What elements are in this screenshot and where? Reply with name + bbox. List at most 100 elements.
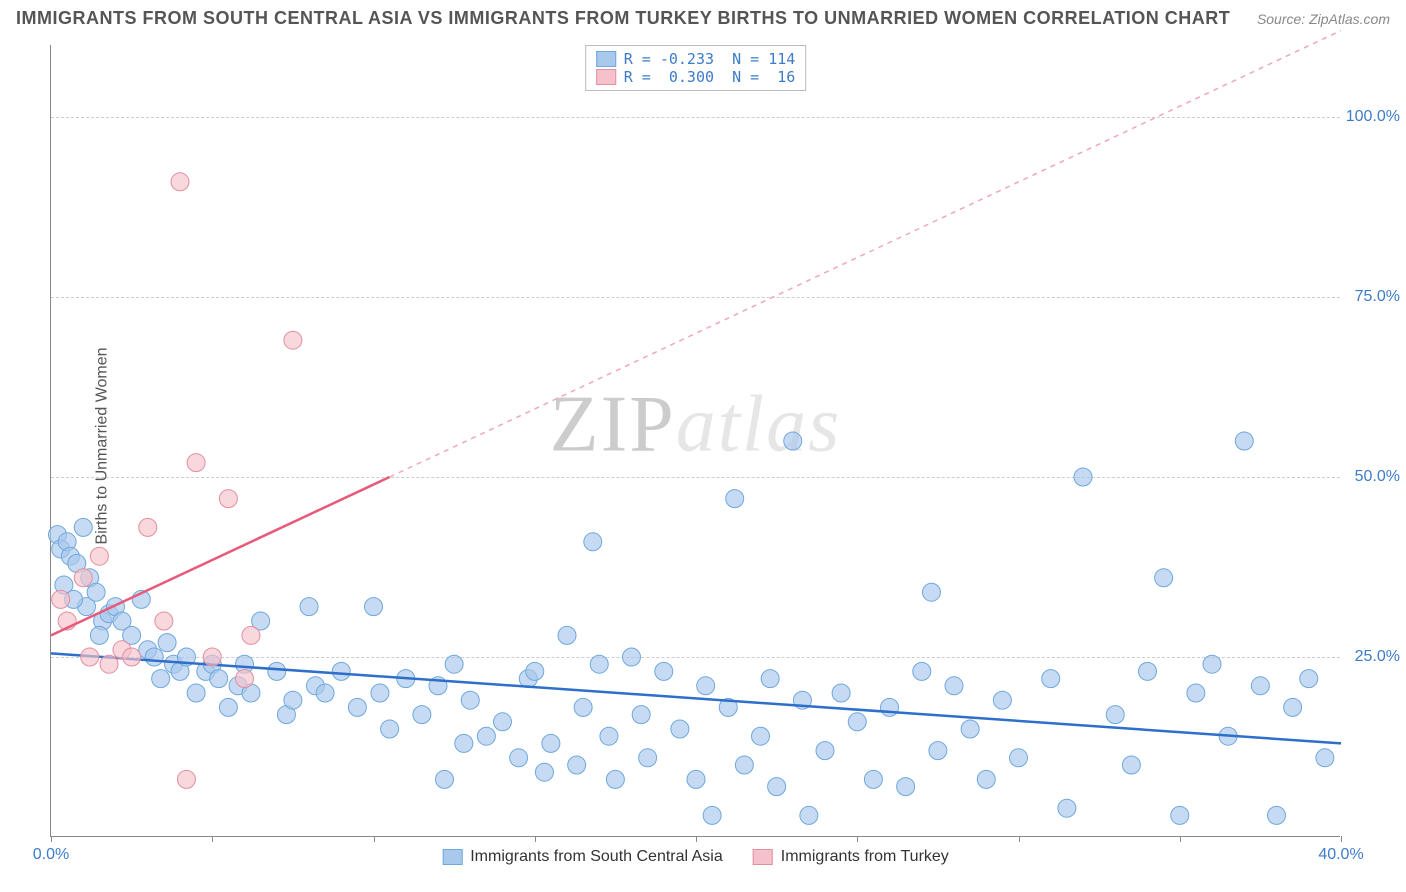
legend-bottom-item-1: Immigrants from South Central Asia [442, 848, 723, 866]
data-point [123, 648, 141, 666]
data-point [558, 626, 576, 644]
x-tick [535, 836, 536, 842]
data-point [371, 684, 389, 702]
data-point [90, 547, 108, 565]
swatch-series-2 [596, 69, 616, 85]
r-label-2: R = 0.300 N = 16 [624, 68, 796, 86]
data-point [1284, 698, 1302, 716]
data-point [300, 598, 318, 616]
source-label: Source: ZipAtlas.com [1257, 11, 1390, 27]
swatch-series-1 [596, 51, 616, 67]
data-point [535, 763, 553, 781]
data-point [139, 518, 157, 536]
data-point [961, 720, 979, 738]
y-tick-label: 50.0% [1345, 468, 1400, 486]
data-point [848, 713, 866, 731]
data-point [881, 698, 899, 716]
data-point [752, 727, 770, 745]
data-point [1300, 670, 1318, 688]
data-point [332, 662, 350, 680]
data-point [90, 626, 108, 644]
x-tick [374, 836, 375, 842]
data-point [236, 670, 254, 688]
legend-bottom-label-2: Immigrants from Turkey [781, 848, 949, 866]
data-point [1155, 569, 1173, 587]
data-point [584, 533, 602, 551]
data-point [74, 518, 92, 536]
data-point [461, 691, 479, 709]
data-point [929, 742, 947, 760]
data-point [219, 490, 237, 508]
data-point [1171, 806, 1189, 824]
data-point [761, 670, 779, 688]
x-tick [1180, 836, 1181, 842]
data-point [316, 684, 334, 702]
data-point [697, 677, 715, 695]
data-point [365, 598, 383, 616]
data-point [726, 490, 744, 508]
data-point [171, 173, 189, 191]
data-point [606, 770, 624, 788]
x-tick [696, 836, 697, 842]
legend-top-row-2: R = 0.300 N = 16 [596, 68, 796, 86]
swatch-bottom-1 [442, 849, 462, 865]
data-point [526, 662, 544, 680]
data-point [1058, 799, 1076, 817]
data-point [639, 749, 657, 767]
x-tick [51, 836, 52, 842]
data-point [897, 778, 915, 796]
data-point [187, 684, 205, 702]
data-point [242, 626, 260, 644]
data-point [590, 655, 608, 673]
data-point [155, 612, 173, 630]
data-point [455, 734, 473, 752]
chart-title: IMMIGRANTS FROM SOUTH CENTRAL ASIA VS IM… [16, 8, 1230, 29]
data-point [268, 662, 286, 680]
data-point [816, 742, 834, 760]
data-point [81, 648, 99, 666]
data-point [1106, 706, 1124, 724]
data-point [435, 770, 453, 788]
data-point [632, 706, 650, 724]
y-tick-label: 100.0% [1345, 108, 1400, 126]
data-point [671, 720, 689, 738]
data-point [284, 331, 302, 349]
data-point [703, 806, 721, 824]
data-point [542, 734, 560, 752]
data-point [510, 749, 528, 767]
data-point [600, 727, 618, 745]
legend-bottom-label-1: Immigrants from South Central Asia [470, 848, 723, 866]
data-point [568, 756, 586, 774]
r-label-1: R = -0.233 N = 114 [624, 50, 796, 68]
data-point [977, 770, 995, 788]
data-point [348, 698, 366, 716]
data-point [52, 590, 70, 608]
data-point [687, 770, 705, 788]
data-point [203, 648, 221, 666]
x-tick-label: 40.0% [1318, 846, 1363, 864]
data-point [1042, 670, 1060, 688]
legend-bottom: Immigrants from South Central Asia Immig… [442, 848, 949, 866]
data-point [219, 698, 237, 716]
x-tick [1019, 836, 1020, 842]
y-tick-label: 75.0% [1345, 288, 1400, 306]
chart-container: IMMIGRANTS FROM SOUTH CENTRAL ASIA VS IM… [0, 0, 1406, 892]
data-point [100, 655, 118, 673]
data-point [1139, 662, 1157, 680]
legend-bottom-item-2: Immigrants from Turkey [753, 848, 949, 866]
data-point [152, 670, 170, 688]
data-point [177, 770, 195, 788]
data-point [284, 691, 302, 709]
x-tick [857, 836, 858, 842]
data-point [784, 432, 802, 450]
data-point [735, 756, 753, 774]
legend-top-row-1: R = -0.233 N = 114 [596, 50, 796, 68]
data-point [993, 691, 1011, 709]
data-point [1268, 806, 1286, 824]
data-point [1203, 655, 1221, 673]
data-point [623, 648, 641, 666]
data-point [574, 698, 592, 716]
data-point [210, 670, 228, 688]
data-point [832, 684, 850, 702]
data-point [413, 706, 431, 724]
